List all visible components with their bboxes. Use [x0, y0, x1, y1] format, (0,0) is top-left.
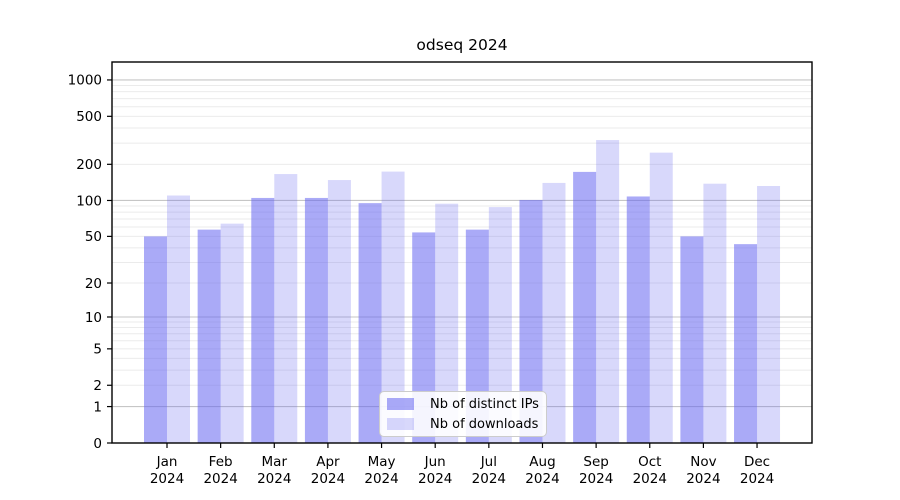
plot-frame: [111, 61, 813, 444]
bar-downloads-Jul: [488, 207, 512, 443]
x-tick-label-month: Jul: [480, 454, 497, 470]
y-tick-label: 5: [93, 342, 102, 358]
x-tick-label-month: Nov: [690, 454, 716, 470]
x-tick-label-year: 2024: [311, 471, 345, 487]
y-tick-label: 10: [85, 310, 102, 326]
bar-downloads-Sep: [596, 140, 620, 443]
y-tick-label: 0: [93, 436, 102, 452]
x-tick-label-year: 2024: [203, 471, 237, 487]
bar-downloads-Aug: [542, 182, 566, 443]
y-tick-label: 20: [85, 276, 102, 292]
bar-downloads-Apr: [327, 180, 351, 443]
x-tick-label-month: Mar: [262, 454, 288, 470]
bar-distinct-ips-Feb: [197, 229, 221, 443]
x-tick-label-month: Jan: [156, 454, 178, 470]
bar-downloads-Jun: [435, 203, 459, 443]
x-tick-label-month: May: [368, 454, 396, 470]
x-tick-label-year: 2024: [525, 471, 559, 487]
legend-item-downloads: Nb of downloads: [386, 416, 540, 432]
bar-downloads-May: [381, 171, 405, 443]
bar-downloads-Oct: [649, 152, 673, 444]
bar-distinct-ips-May: [358, 203, 382, 443]
legend-swatch-distinct-ips: [387, 398, 414, 410]
x-tick-label-year: 2024: [257, 471, 291, 487]
bar-distinct-ips-Jul: [465, 229, 489, 443]
bar-downloads-Jan: [167, 195, 190, 443]
bar-distinct-ips-Aug: [519, 199, 543, 443]
bar-downloads-Dec: [757, 186, 781, 443]
bar-distinct-ips-Dec: [734, 244, 758, 443]
x-tick-label-year: 2024: [633, 471, 667, 487]
x-tick-label-month: Aug: [529, 454, 555, 470]
bar-distinct-ips-Oct: [626, 196, 650, 443]
y-tick-label: 500: [76, 109, 102, 125]
legend-label-distinct-ips: Nb of distinct IPs: [430, 396, 539, 412]
x-tick-label-year: 2024: [364, 471, 398, 487]
bar-distinct-ips-Jan: [144, 236, 167, 443]
bar-distinct-ips-Apr: [304, 197, 328, 443]
y-tick-label: 1000: [68, 73, 102, 89]
y-tick-label: 100: [76, 193, 102, 209]
bar-downloads-Mar: [274, 174, 298, 443]
x-tick-label-year: 2024: [740, 471, 774, 487]
bar-downloads-Feb: [220, 223, 244, 443]
chart-title: odseq 2024: [416, 36, 508, 54]
bar-distinct-ips-Jun: [412, 232, 436, 443]
x-tick-label-year: 2024: [150, 471, 184, 487]
legend-item-distinct-ips: Nb of distinct IPs: [386, 396, 540, 412]
x-tick-label-year: 2024: [579, 471, 613, 487]
y-tick-label: 2: [93, 378, 102, 394]
y-tick-label: 200: [76, 157, 102, 173]
x-tick-label-year: 2024: [472, 471, 506, 487]
y-tick-label: 1: [93, 399, 102, 415]
x-tick-label-month: Dec: [744, 454, 770, 470]
x-tick-label-year: 2024: [418, 471, 452, 487]
x-tick-label-month: Feb: [209, 454, 233, 470]
legend-swatch-downloads: [387, 418, 414, 430]
bar-distinct-ips-Sep: [573, 171, 597, 443]
x-tick-label-year: 2024: [686, 471, 720, 487]
legend-label-downloads: Nb of downloads: [430, 416, 539, 432]
x-tick-label-month: Sep: [583, 454, 608, 470]
x-tick-label-month: Jun: [424, 454, 446, 470]
bar-distinct-ips-Mar: [251, 197, 275, 443]
y-tick-label: 50: [85, 229, 102, 245]
x-tick-label-month: Oct: [638, 454, 661, 470]
bar-downloads-Nov: [703, 183, 727, 444]
x-tick-label-month: Apr: [316, 454, 340, 470]
legend: Nb of distinct IPs Nb of downloads: [379, 391, 547, 437]
bar-distinct-ips-Nov: [680, 236, 704, 443]
